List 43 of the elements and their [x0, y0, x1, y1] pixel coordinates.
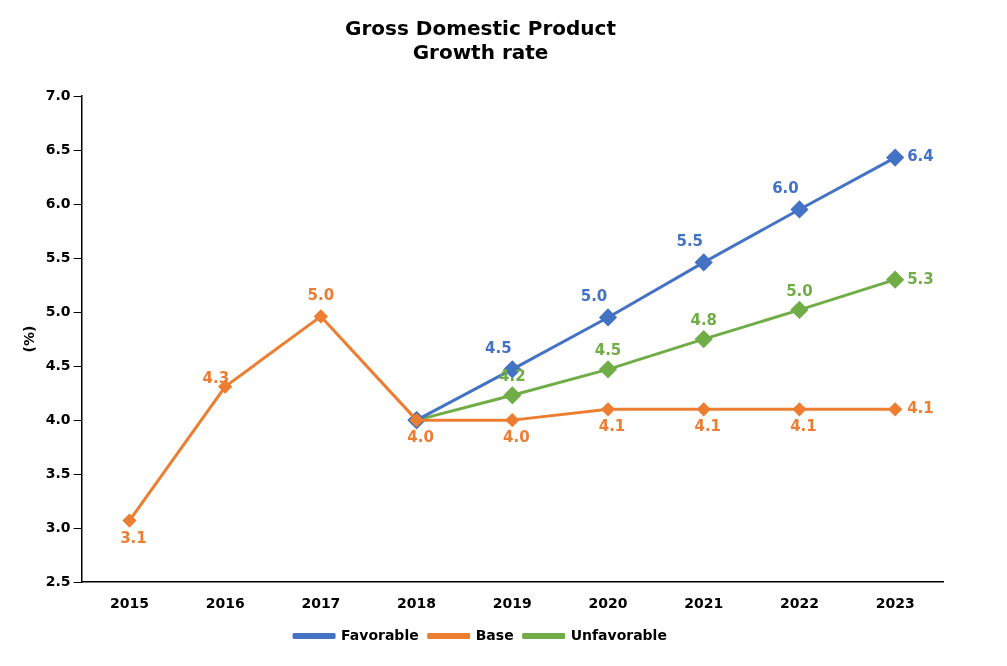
chart-title: Gross Domestic Product	[345, 16, 617, 41]
y-tick-label: 7.0	[45, 86, 71, 103]
data-label: 4.1	[694, 417, 722, 436]
data-label: 5.3	[907, 269, 934, 288]
legend-label: Favorable	[341, 626, 419, 643]
data-label: 4.8	[690, 310, 718, 329]
x-tick-label: 2021	[684, 595, 724, 612]
x-tick-label: 2023	[875, 595, 915, 612]
data-label: 6.4	[907, 147, 934, 166]
data-label: 3.1	[120, 528, 147, 547]
chart-subtitle: Growth rate	[412, 40, 549, 65]
y-axis-title: (%)	[21, 325, 38, 353]
data-label: 5.0	[580, 287, 608, 306]
y-tick-label: 5.0	[45, 302, 71, 319]
y-tick-label: 2.5	[45, 572, 71, 589]
y-tick-label: 3.0	[45, 518, 71, 535]
x-tick-label: 2017	[301, 595, 341, 612]
x-tick-label: 2016	[205, 595, 245, 612]
x-tick-label: 2020	[588, 595, 628, 612]
data-label: 4.1	[790, 417, 817, 436]
legend-label: Unfavorable	[570, 626, 667, 643]
data-label: 5.0	[786, 281, 813, 300]
y-tick-label: 6.0	[45, 194, 71, 211]
data-label: 4.5	[594, 341, 622, 360]
data-label: 4.1	[907, 399, 934, 418]
legend-label: Base	[475, 626, 514, 643]
data-label: 4.0	[407, 428, 434, 447]
x-tick-label: 2015	[109, 595, 149, 612]
data-label: 4.5	[485, 339, 512, 358]
data-label: 4.1	[598, 417, 626, 436]
data-label: 6.0	[772, 179, 799, 198]
x-tick-label: 2022	[779, 595, 819, 612]
y-tick-label: 4.5	[45, 356, 71, 373]
data-label: 5.0	[307, 286, 335, 305]
data-label: 4.3	[202, 368, 230, 387]
x-tick-label: 2018	[397, 595, 437, 612]
x-tick-label: 2019	[492, 595, 532, 612]
data-label: 5.5	[676, 232, 704, 251]
y-tick-label: 5.5	[45, 248, 71, 265]
y-tick-label: 3.5	[45, 464, 71, 481]
y-tick-label: 4.0	[45, 410, 71, 427]
data-label: 4.0	[503, 428, 530, 447]
y-tick-label: 6.5	[45, 140, 71, 157]
